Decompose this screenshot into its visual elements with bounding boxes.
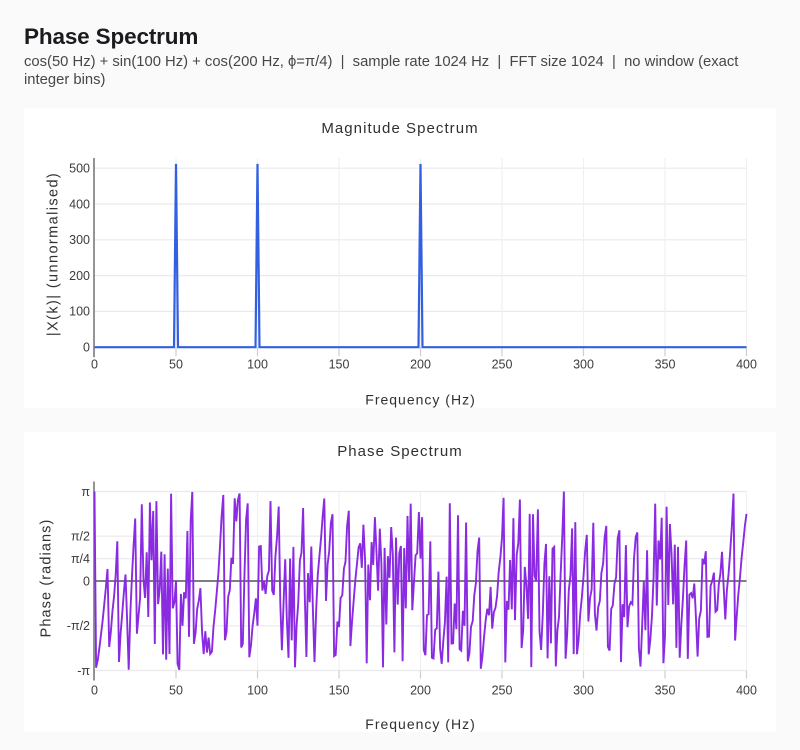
svg-text:100: 100 xyxy=(69,305,90,319)
svg-text:Phase (radians): Phase (radians) xyxy=(39,519,55,638)
svg-text:300: 300 xyxy=(573,358,594,372)
svg-text:0: 0 xyxy=(83,574,90,588)
svg-text:300: 300 xyxy=(69,233,90,247)
svg-text:100: 100 xyxy=(247,358,268,372)
svg-text:250: 250 xyxy=(492,684,513,698)
svg-text:50: 50 xyxy=(169,358,183,372)
svg-text:0: 0 xyxy=(91,358,98,372)
svg-text:350: 350 xyxy=(655,358,676,372)
svg-text:500: 500 xyxy=(69,162,90,176)
svg-text:Frequency (Hz): Frequency (Hz) xyxy=(365,716,475,732)
svg-text:50: 50 xyxy=(169,684,183,698)
svg-text:π: π xyxy=(81,485,90,499)
svg-text:π/4: π/4 xyxy=(71,552,90,566)
svg-text:|X(k)| (unnormalised): |X(k)| (unnormalised) xyxy=(45,172,61,336)
svg-text:0: 0 xyxy=(83,341,90,355)
svg-text:150: 150 xyxy=(329,358,350,372)
svg-text:100: 100 xyxy=(247,684,268,698)
svg-text:300: 300 xyxy=(573,684,594,698)
svg-text:150: 150 xyxy=(329,684,350,698)
svg-text:-π/2: -π/2 xyxy=(67,619,90,633)
svg-text:0: 0 xyxy=(91,684,98,698)
svg-text:Frequency (Hz): Frequency (Hz) xyxy=(365,392,475,408)
svg-text:400: 400 xyxy=(736,684,757,698)
svg-text:250: 250 xyxy=(492,358,513,372)
svg-text:350: 350 xyxy=(655,684,676,698)
svg-text:Magnitude Spectrum: Magnitude Spectrum xyxy=(321,120,478,137)
svg-text:200: 200 xyxy=(410,684,431,698)
svg-text:-π: -π xyxy=(77,664,90,678)
svg-text:π/2: π/2 xyxy=(71,530,90,544)
svg-text:200: 200 xyxy=(69,269,90,283)
svg-text:Phase Spectrum: Phase Spectrum xyxy=(337,443,463,460)
svg-text:200: 200 xyxy=(410,358,431,372)
svg-text:400: 400 xyxy=(736,358,757,372)
svg-text:400: 400 xyxy=(69,197,90,211)
